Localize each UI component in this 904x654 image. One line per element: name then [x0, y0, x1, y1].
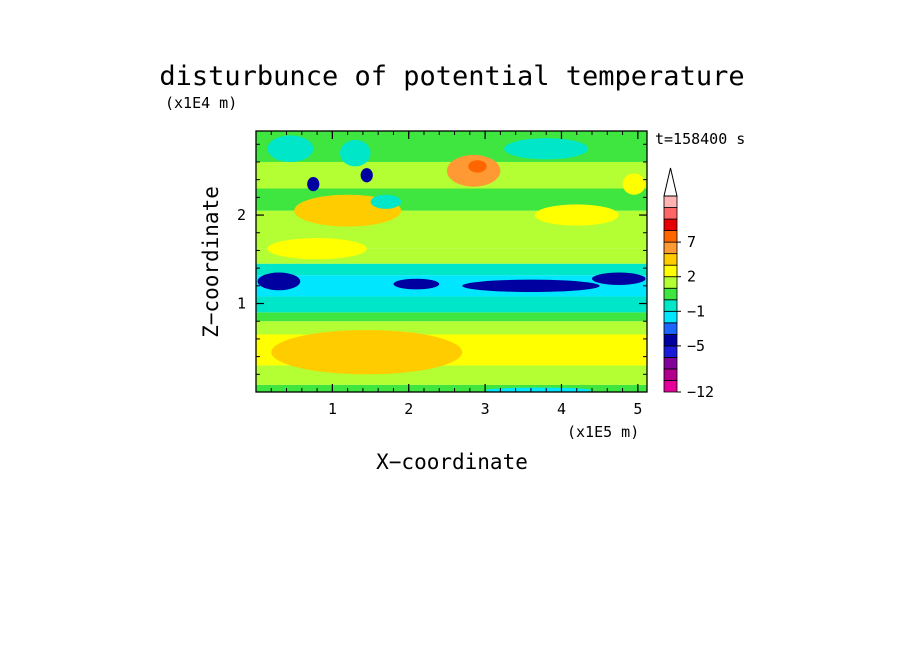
contour-band [256, 312, 647, 322]
colorbar-swatch [663, 287, 678, 301]
colorbar-swatch [663, 195, 678, 208]
x-axis-label: X−coordinate [376, 450, 528, 474]
colorbar-swatch [663, 299, 678, 312]
x-tick-label: 4 [557, 400, 566, 418]
contour-feature [469, 350, 531, 363]
contour-band [256, 384, 647, 392]
y-unit-label: (x1E4 m) [165, 94, 237, 112]
colorbar-swatch [663, 310, 678, 324]
colorbar-swatch [663, 230, 678, 243]
y-tick-label: 2 [237, 206, 246, 224]
chart-title: disturbunce of potential temperature [159, 61, 744, 92]
colorbar-tick-label: −1 [687, 302, 705, 320]
contour-band [256, 296, 647, 313]
y-tick-label: 1 [237, 295, 246, 313]
colorbar-swatch [663, 380, 678, 393]
contour-feature [504, 138, 589, 160]
contour-feature [468, 160, 487, 173]
contour-feature [622, 173, 646, 195]
colorbar-swatch [663, 322, 678, 335]
contour-feature [360, 168, 373, 183]
contour-feature [462, 279, 600, 293]
contour-band [256, 321, 647, 335]
colorbar-swatch [663, 368, 678, 381]
contour-band [256, 263, 647, 276]
plot-frame [255, 130, 648, 393]
contour-feature [257, 272, 301, 291]
contour-fill [256, 131, 647, 392]
colorbar-tick-label: −12 [687, 383, 714, 401]
x-axis: 1 2 3 4 5 [270, 131, 642, 418]
time-label: t=158400 s [655, 130, 745, 148]
contour-feature [340, 139, 371, 167]
colorbar-swatch [663, 218, 678, 231]
x-tick-label: 5 [633, 400, 642, 418]
colorbar-swatch [663, 253, 678, 266]
colorbar-extend-arrow [663, 167, 678, 197]
contour-feature [267, 238, 367, 260]
colorbar-tick-label: 2 [687, 268, 696, 286]
contour-feature [307, 177, 320, 192]
contour-feature [534, 204, 619, 226]
colorbar-swatch [663, 264, 678, 278]
x-tick-label: 1 [328, 400, 337, 418]
colorbar-swatch [663, 357, 678, 370]
contour-feature [271, 330, 463, 375]
contour-feature [370, 194, 402, 209]
contour-band [256, 131, 647, 162]
contour-feature [485, 387, 592, 392]
contour-feature [393, 278, 440, 290]
colorbar-swatch [663, 207, 678, 220]
colorbar-swatch [663, 333, 678, 347]
contour-feature [267, 135, 314, 162]
y-axis-label: Z−coordinate [199, 186, 223, 338]
colorbar-swatch [663, 276, 678, 289]
colorbar-tick-label: 7 [687, 233, 696, 251]
y-axis: 12 [237, 143, 647, 375]
x-unit-label: (x1E5 m) [567, 423, 639, 441]
contour-feature [592, 272, 646, 285]
x-tick-label: 2 [404, 400, 413, 418]
colorbar-swatch [663, 345, 678, 358]
colorbar: 7 2 −1 −5 −12 [663, 167, 714, 401]
x-tick-label: 3 [481, 400, 490, 418]
colorbar-swatch [663, 241, 678, 255]
colorbar-tick-label: −5 [687, 337, 705, 355]
